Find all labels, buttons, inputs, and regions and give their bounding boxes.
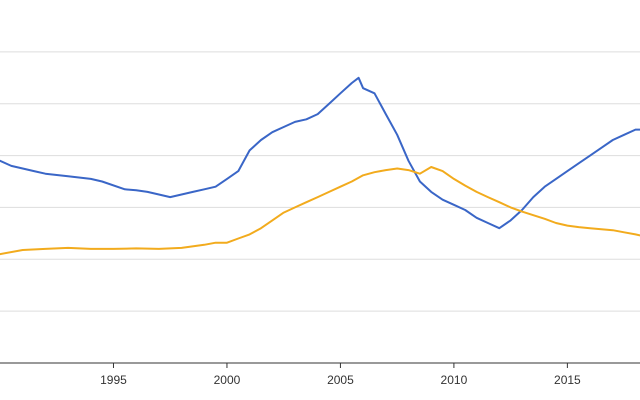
x-tick-label: 2010 [441, 373, 468, 387]
series-lines [0, 76, 640, 256]
x-axis-ticks: 1995 2000 2005 2010 2015 [100, 363, 581, 387]
x-tick-label: 2000 [214, 373, 241, 387]
series-line-1 [0, 76, 640, 230]
x-tick-label: 2005 [327, 373, 354, 387]
x-tick-label: 1995 [100, 373, 127, 387]
gridlines [0, 51, 640, 312]
series-line-2 [0, 166, 640, 256]
x-tick-label: 2015 [554, 373, 581, 387]
